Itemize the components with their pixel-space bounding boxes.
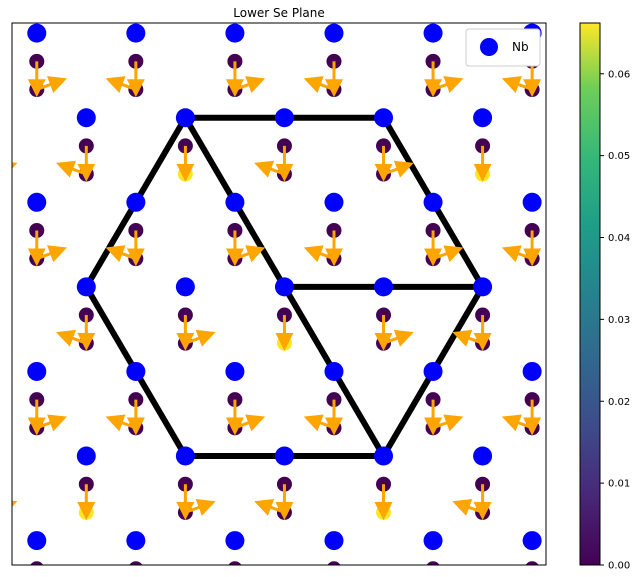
- nb-atom: [175, 277, 195, 297]
- displacement-arrow: [0, 0, 9, 5]
- displacement-arrow: [631, 420, 643, 428]
- nb-atom: [27, 23, 47, 43]
- colorbar-tick-label: 0.03: [608, 315, 630, 326]
- nb-atom: [473, 446, 493, 466]
- legend-box: [465, 28, 541, 67]
- plot-frame: [11, 22, 547, 566]
- se-atom: [178, 0, 193, 12]
- nb-atom: [126, 531, 146, 551]
- nb-atom: [324, 192, 344, 212]
- colorbar-tick-label: 0.02: [608, 397, 630, 408]
- displacement-arrow: [185, 0, 207, 5]
- se-atom: [624, 420, 639, 435]
- nb-atom: [126, 192, 146, 212]
- legend-nb-label: Nb: [512, 40, 529, 54]
- displacement-arrow: [631, 81, 643, 89]
- displacement-arrow: [631, 251, 643, 259]
- colorbar-gradient: [579, 22, 601, 566]
- nb-atom: [76, 108, 96, 128]
- displacement-arrow: [263, 0, 285, 5]
- se-atom: [228, 561, 242, 565]
- nb-atom: [225, 531, 245, 551]
- displacement-arrow: [12, 499, 18, 516]
- colorbar-tick-label: 0.06: [608, 69, 630, 80]
- nb-atom: [324, 23, 344, 43]
- se-atom: [30, 561, 44, 565]
- se-atom: [426, 561, 440, 565]
- se-atom: [624, 82, 639, 97]
- colorbar-tick-label: 0.04: [608, 233, 630, 244]
- legend: Nb: [465, 28, 541, 67]
- nb-atom: [274, 277, 294, 297]
- nb-atom: [324, 531, 344, 551]
- colorbar: 0.00 0.01 0.02 0.03 0.04 0.05 0.06: [579, 22, 630, 572]
- se-atom: [79, 0, 94, 12]
- nb-atom: [374, 277, 394, 297]
- colorbar-tick-label: 0.00: [608, 561, 630, 572]
- nb-atom: [225, 361, 245, 381]
- chart-title: Lower Se Plane: [233, 6, 325, 20]
- nb-atom: [324, 361, 344, 381]
- colorbar-tick-label: 0.05: [608, 151, 630, 162]
- nb-atom: [27, 361, 47, 381]
- colorbar-ticks: 0.00 0.01 0.02 0.03 0.04 0.05 0.06: [600, 69, 630, 572]
- se-atom: [327, 561, 341, 565]
- nb-atom: [126, 23, 146, 43]
- nb-atom: [175, 446, 195, 466]
- se-atom: [624, 251, 639, 266]
- se-atom: [525, 561, 539, 565]
- nb-atom: [27, 192, 47, 212]
- nb-atom: [374, 108, 394, 128]
- nb-atom: [274, 446, 294, 466]
- nb-atom: [473, 108, 493, 128]
- se-atom: [475, 0, 490, 12]
- se-atom: [574, 0, 589, 12]
- nb-atom: [423, 23, 443, 43]
- nb-atom: [423, 531, 443, 551]
- se-atom: [129, 561, 143, 565]
- nb-atom: [473, 277, 493, 297]
- nb-atom: [27, 531, 47, 551]
- nb-atom: [274, 108, 294, 128]
- displacement-arrow: [12, 160, 18, 178]
- nb-atom: [423, 192, 443, 212]
- nb-atom: [175, 108, 195, 128]
- se-atom: [624, 54, 639, 69]
- nb-atom: [423, 361, 443, 381]
- nb-atom: [76, 277, 96, 297]
- displacement-arrow: [582, 0, 604, 5]
- nb-atom: [522, 531, 542, 551]
- nb-atom: [76, 446, 96, 466]
- nb-atom: [225, 192, 245, 212]
- colorbar-tick-label: 0.01: [608, 479, 630, 490]
- nb-atom: [126, 361, 146, 381]
- displacement-arrow: [461, 0, 483, 5]
- nb-atom: [522, 361, 542, 381]
- nb-atom: [225, 23, 245, 43]
- legend-nb-marker: [480, 38, 498, 56]
- nb-atom: [522, 192, 542, 212]
- nb-atom: [374, 446, 394, 466]
- se-atom: [376, 0, 391, 12]
- nb-atoms: [27, 23, 542, 551]
